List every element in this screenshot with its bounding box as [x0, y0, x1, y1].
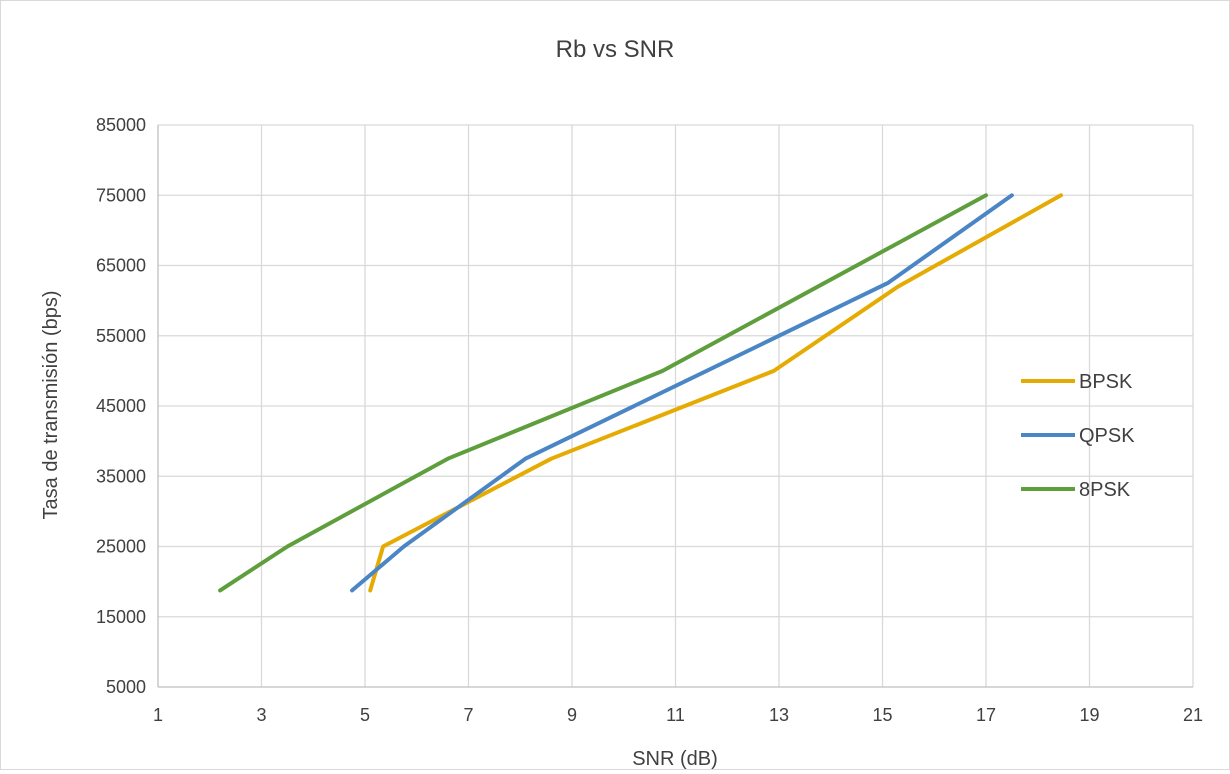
legend-label-qpsk: QPSK [1079, 425, 1135, 447]
x-tick-label: 21 [1183, 705, 1203, 725]
chart-title: Rb vs SNR [556, 36, 675, 63]
x-tick-label: 1 [153, 705, 163, 725]
y-tick-label: 25000 [96, 537, 146, 557]
gridlines [158, 124, 1194, 687]
axes [157, 125, 1193, 688]
x-tick-label: 19 [1079, 705, 1099, 725]
x-tick-label: 13 [769, 705, 789, 725]
y-tick-label: 75000 [96, 185, 146, 205]
legend-label-8psk: 8PSK [1079, 479, 1131, 501]
series-line-8psk [218, 193, 988, 593]
y-tick-label: 35000 [96, 466, 146, 486]
x-tick-label: 9 [567, 705, 577, 725]
y-tick-label: 55000 [96, 326, 146, 346]
y-tick-label: 15000 [96, 607, 146, 627]
x-tick-label: 3 [256, 705, 266, 725]
series-lines [218, 193, 1063, 593]
series-line-qpsk [350, 193, 1014, 593]
x-tick-label: 11 [666, 705, 685, 725]
x-axis-title: SNR (dB) [632, 748, 718, 769]
legend-label-bpsk: BPSK [1079, 371, 1133, 393]
series-line-bpsk [368, 193, 1063, 593]
x-tick-label: 15 [872, 705, 892, 725]
legend: BPSK QPSK 8PSK [1021, 371, 1135, 501]
x-tick-label: 5 [360, 705, 370, 725]
y-tick-label: 45000 [96, 396, 146, 416]
y-tick-label: 5000 [106, 677, 146, 697]
y-tick-label: 65000 [96, 256, 146, 276]
x-tick-label: 7 [463, 705, 473, 725]
y-axis-title: Tasa de transmisión (bps) [40, 291, 62, 520]
y-tick-label: 85000 [96, 115, 146, 135]
x-tick-labels: 1 3 5 7 9 11 13 15 17 19 21 [153, 705, 1203, 725]
x-tick-label: 17 [976, 705, 996, 725]
y-tick-labels: 5000 15000 25000 35000 45000 55000 65000 75000 8… [96, 115, 146, 697]
